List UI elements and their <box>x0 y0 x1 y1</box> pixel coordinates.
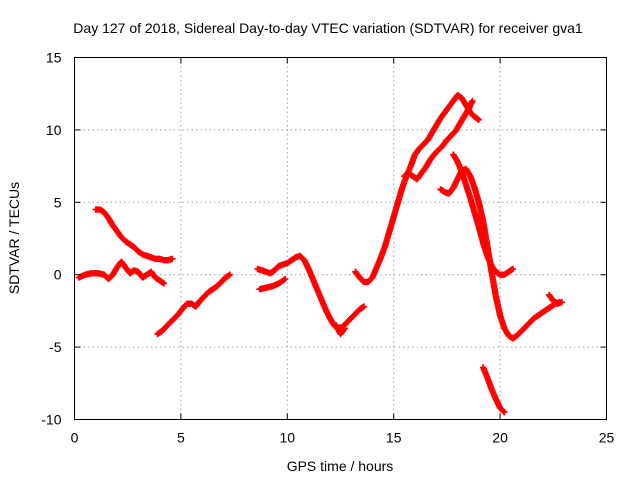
data-point-arc4 <box>360 303 368 310</box>
data-point-arc11 <box>500 407 507 415</box>
data-point-arc12 <box>558 299 566 306</box>
data-point-arc1 <box>160 280 168 287</box>
data-point-arc5 <box>280 276 288 284</box>
y-tick-label: 15 <box>46 50 62 66</box>
data-point-arc10 <box>509 265 517 273</box>
data-point-arc7 <box>475 116 483 123</box>
x-tick-label: 15 <box>386 430 402 446</box>
data-point-arc2 <box>169 255 176 262</box>
y-tick-label: 0 <box>54 267 62 283</box>
x-axis-label: GPS time / hours <box>287 458 394 474</box>
data-point-arc11 <box>501 409 508 416</box>
y-tick-label: -5 <box>49 339 62 355</box>
data-layer <box>75 91 566 416</box>
y-tick-label: 5 <box>54 194 62 210</box>
data-point-arc3 <box>226 271 234 278</box>
chart-title: Day 127 of 2018, Sidereal Day-to-day VTE… <box>73 20 583 36</box>
grid-layer <box>74 57 607 420</box>
y-tick-label: -10 <box>41 412 61 428</box>
x-tick-label: 10 <box>280 430 296 446</box>
data-point-arc6 <box>341 325 348 332</box>
x-tick-label: 25 <box>599 430 615 446</box>
data-point-arc6 <box>340 326 348 333</box>
x-tick-label: 5 <box>177 430 185 446</box>
data-point-arc5 <box>281 275 289 283</box>
data-point-arc8 <box>469 97 476 105</box>
plot-frame <box>74 57 607 420</box>
y-tick-label: 10 <box>46 122 62 138</box>
y-axis-label: SDTVAR / TECUs <box>6 182 22 294</box>
x-tick-label: 0 <box>71 430 79 446</box>
x-tick-label: 20 <box>492 430 508 446</box>
tick-layer: 0 5 10 15 20 25 -10 -5 0 5 10 15 <box>41 50 614 446</box>
